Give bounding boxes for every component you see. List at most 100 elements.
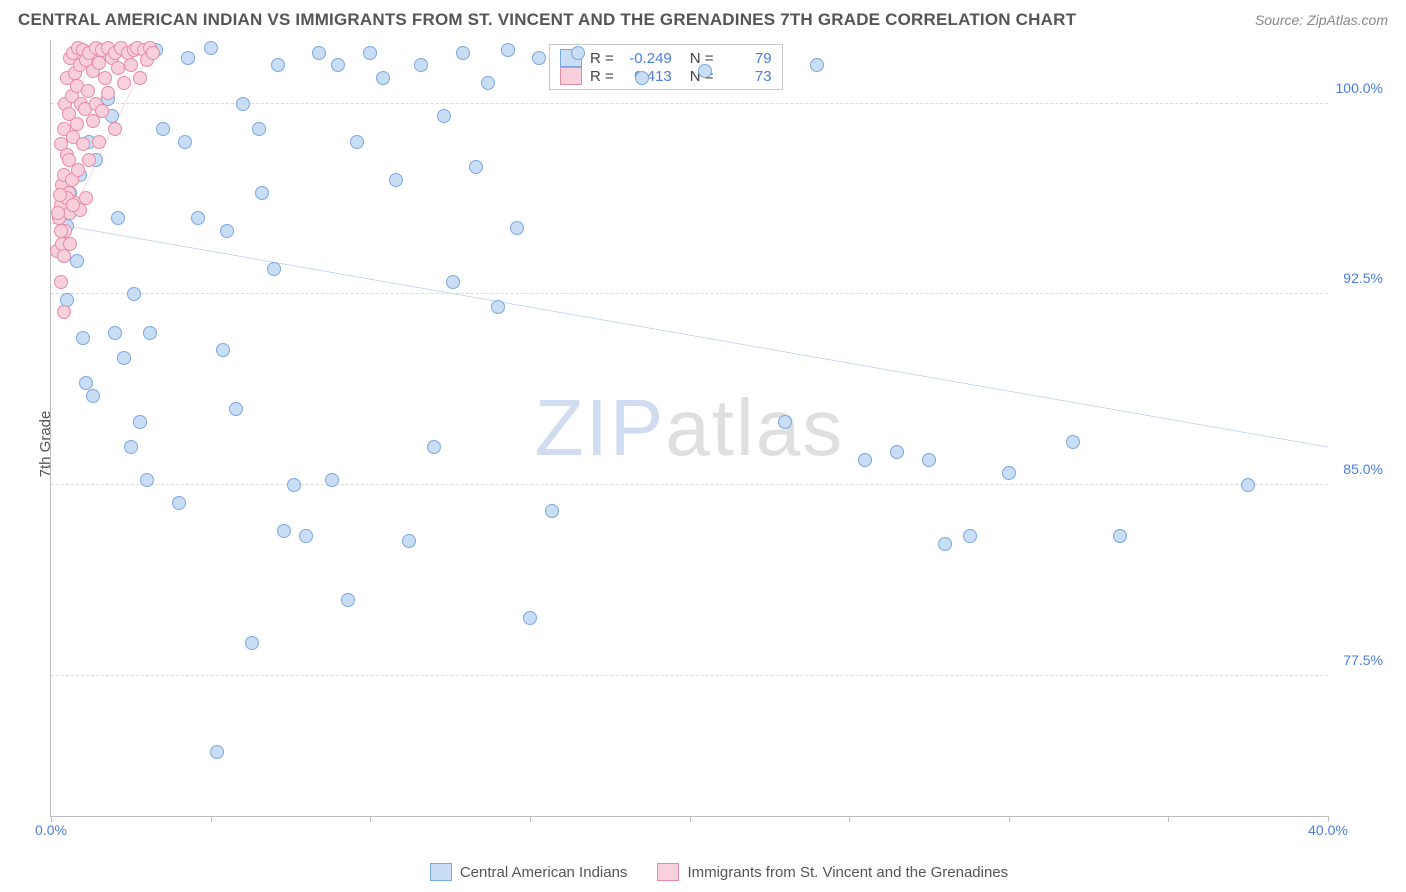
- scatter-point: [376, 71, 390, 85]
- legend-r-label: R =: [590, 50, 614, 67]
- scatter-point: [71, 163, 85, 177]
- plot-region: ZIPatlas R = -0.249 N = 79 R = 0.413 N =…: [50, 40, 1328, 817]
- scatter-point: [86, 389, 100, 403]
- xtick-mark: [849, 816, 850, 822]
- scatter-point: [63, 237, 77, 251]
- scatter-point: [127, 287, 141, 301]
- ytick-label: 77.5%: [1343, 652, 1383, 668]
- scatter-point: [172, 496, 186, 510]
- legend-label-0: Central American Indians: [460, 864, 628, 881]
- scatter-point: [545, 504, 559, 518]
- scatter-point: [858, 453, 872, 467]
- xtick-mark: [1009, 816, 1010, 822]
- watermark-atlas: atlas: [665, 383, 844, 472]
- scatter-point: [299, 529, 313, 543]
- scatter-point: [117, 76, 131, 90]
- xtick-mark: [211, 816, 212, 822]
- legend-row-series-0: R = -0.249 N = 79: [560, 49, 772, 67]
- swatch-series-1: [657, 863, 679, 881]
- legend-item-1: Immigrants from St. Vincent and the Gren…: [657, 863, 1008, 881]
- scatter-point: [698, 64, 712, 78]
- xtick-mark: [370, 816, 371, 822]
- scatter-point: [62, 153, 76, 167]
- scatter-point: [124, 58, 138, 72]
- scatter-point: [204, 41, 218, 55]
- watermark: ZIPatlas: [535, 382, 844, 474]
- scatter-point: [277, 524, 291, 538]
- scatter-point: [532, 51, 546, 65]
- scatter-point: [54, 275, 68, 289]
- scatter-point: [108, 122, 122, 136]
- scatter-point: [66, 198, 80, 212]
- scatter-point: [111, 211, 125, 225]
- scatter-point: [963, 529, 977, 543]
- scatter-point: [236, 97, 250, 111]
- legend-label-1: Immigrants from St. Vincent and the Gren…: [687, 864, 1008, 881]
- scatter-point: [446, 275, 460, 289]
- scatter-point: [312, 46, 326, 60]
- trend-lines-layer: [51, 40, 1328, 816]
- scatter-point: [57, 249, 71, 263]
- scatter-point: [427, 440, 441, 454]
- scatter-point: [1002, 466, 1016, 480]
- scatter-point: [1066, 435, 1080, 449]
- scatter-point: [117, 351, 131, 365]
- scatter-point: [178, 135, 192, 149]
- scatter-point: [1113, 529, 1127, 543]
- scatter-point: [124, 440, 138, 454]
- scatter-point: [220, 224, 234, 238]
- legend-row-series-1: R = 0.413 N = 73: [560, 67, 772, 85]
- scatter-point: [456, 46, 470, 60]
- scatter-point: [402, 534, 416, 548]
- scatter-point: [469, 160, 483, 174]
- gridline-h: [51, 293, 1328, 294]
- scatter-point: [156, 122, 170, 136]
- scatter-point: [51, 206, 65, 220]
- scatter-point: [101, 86, 115, 100]
- scatter-point: [95, 104, 109, 118]
- scatter-point: [81, 84, 95, 98]
- scatter-point: [82, 153, 96, 167]
- scatter-point: [523, 611, 537, 625]
- scatter-point: [491, 300, 505, 314]
- scatter-point: [287, 478, 301, 492]
- scatter-point: [267, 262, 281, 276]
- watermark-zip: ZIP: [535, 383, 665, 472]
- scatter-point: [140, 473, 154, 487]
- scatter-point: [53, 188, 67, 202]
- source-label: Source: ZipAtlas.com: [1255, 12, 1388, 28]
- scatter-point: [146, 46, 160, 60]
- scatter-point: [79, 191, 93, 205]
- scatter-point: [341, 593, 355, 607]
- legend-r-value-0: -0.249: [622, 50, 672, 67]
- scatter-point: [778, 415, 792, 429]
- scatter-point: [252, 122, 266, 136]
- scatter-point: [571, 46, 585, 60]
- scatter-point: [133, 71, 147, 85]
- scatter-point: [501, 43, 515, 57]
- scatter-point: [414, 58, 428, 72]
- scatter-point: [181, 51, 195, 65]
- xtick-mark: [690, 816, 691, 822]
- scatter-point: [70, 254, 84, 268]
- scatter-point: [325, 473, 339, 487]
- scatter-point: [510, 221, 524, 235]
- ytick-label: 85.0%: [1343, 461, 1383, 477]
- scatter-point: [133, 415, 147, 429]
- scatter-point: [76, 331, 90, 345]
- swatch-series-0: [430, 863, 452, 881]
- scatter-point: [481, 76, 495, 90]
- chart-title: CENTRAL AMERICAN INDIAN VS IMMIGRANTS FR…: [18, 10, 1076, 30]
- scatter-point: [70, 117, 84, 131]
- scatter-point: [1241, 478, 1255, 492]
- chart-area: 7th Grade ZIPatlas R = -0.249 N = 79 R =…: [50, 40, 1388, 847]
- scatter-point: [98, 71, 112, 85]
- scatter-point: [245, 636, 259, 650]
- xtick-mark: [1168, 816, 1169, 822]
- scatter-point: [350, 135, 364, 149]
- scatter-point: [54, 224, 68, 238]
- gridline-h: [51, 675, 1328, 676]
- scatter-point: [810, 58, 824, 72]
- scatter-point: [890, 445, 904, 459]
- scatter-point: [108, 326, 122, 340]
